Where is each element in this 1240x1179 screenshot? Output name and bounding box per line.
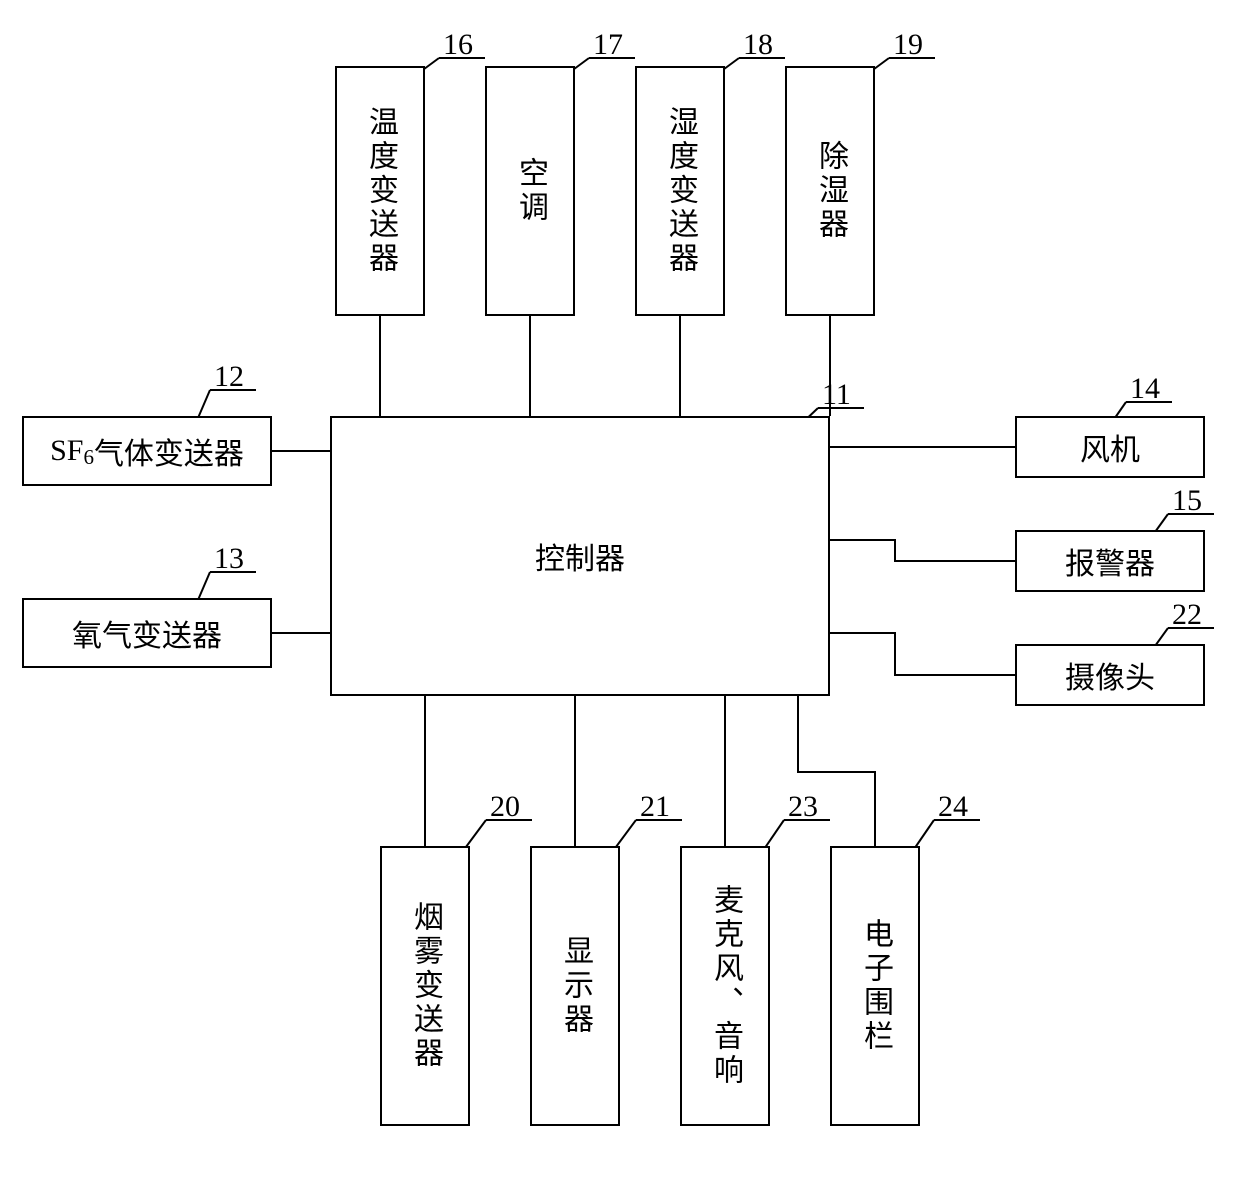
node-alarm: 报警器 <box>1015 530 1205 592</box>
node-number-humid: 18 <box>743 28 773 62</box>
node-temp: 温度变送器 <box>335 66 425 316</box>
node-number-o2: 13 <box>214 542 244 576</box>
node-fence: 电子围栏 <box>830 846 920 1126</box>
node-humid: 湿度变送器 <box>635 66 725 316</box>
node-number-mic: 23 <box>788 790 818 824</box>
node-number-dehum: 19 <box>893 28 923 62</box>
node-number-camera: 22 <box>1172 598 1202 632</box>
node-number-temp: 16 <box>443 28 473 62</box>
node-number-fan: 14 <box>1130 372 1160 406</box>
node-mic: 麦克风、音响 <box>680 846 770 1126</box>
node-number-fence: 24 <box>938 790 968 824</box>
node-number-ac: 17 <box>593 28 623 62</box>
node-number-smoke: 20 <box>490 790 520 824</box>
node-number-display: 21 <box>640 790 670 824</box>
node-number-alarm: 15 <box>1172 484 1202 518</box>
node-number-sf6: 12 <box>214 360 244 394</box>
node-display: 显示器 <box>530 846 620 1126</box>
node-ac: 空调 <box>485 66 575 316</box>
node-controller: 控制器 <box>330 416 830 696</box>
node-number-controller: 11 <box>822 378 851 412</box>
diagram-canvas: 控制器 11 SF6气体变送器 12 氧气变送器 13 风机 14 报警器 15 摄像头 22 温度变送… <box>0 0 1240 1179</box>
node-sf6: SF6气体变送器 <box>22 416 272 486</box>
node-smoke: 烟雾变送器 <box>380 846 470 1126</box>
node-dehum: 除湿器 <box>785 66 875 316</box>
node-camera: 摄像头 <box>1015 644 1205 706</box>
node-o2: 氧气变送器 <box>22 598 272 668</box>
node-fan: 风机 <box>1015 416 1205 478</box>
